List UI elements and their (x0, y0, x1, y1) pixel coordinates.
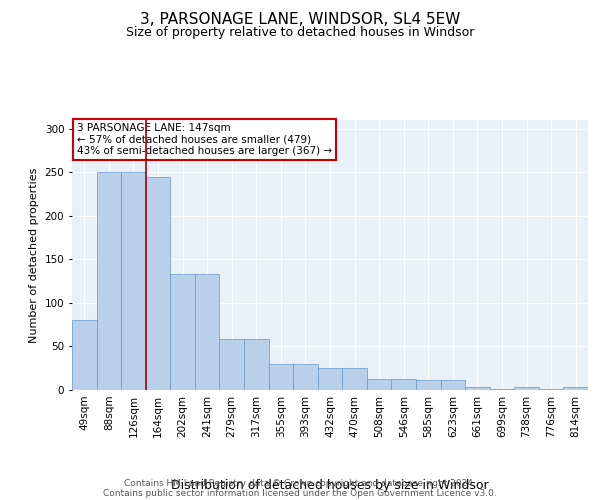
Bar (539, 389, 563, 390)
Bar (465, 388, 490, 390)
Bar (195, 274, 220, 390)
Bar (170, 274, 195, 390)
Bar (244, 338, 269, 390)
Bar (367, 378, 391, 390)
Text: Contains public sector information licensed under the Open Government Licence v3: Contains public sector information licen… (103, 488, 497, 498)
Text: 3 PARSONAGE LANE: 147sqm
← 57% of detached houses are smaller (479)
43% of semi-: 3 PARSONAGE LANE: 147sqm ← 57% of detach… (77, 122, 332, 156)
X-axis label: Distribution of detached houses by size in Windsor: Distribution of detached houses by size … (171, 478, 489, 492)
Bar (342, 368, 367, 390)
Bar (72, 320, 97, 390)
Bar (318, 368, 342, 390)
Bar (146, 176, 170, 390)
Bar (97, 172, 121, 390)
Bar (391, 378, 416, 390)
Bar (490, 389, 514, 390)
Bar (416, 380, 440, 390)
Bar (440, 380, 465, 390)
Bar (220, 338, 244, 390)
Text: Size of property relative to detached houses in Windsor: Size of property relative to detached ho… (126, 26, 474, 39)
Bar (563, 388, 588, 390)
Text: 3, PARSONAGE LANE, WINDSOR, SL4 5EW: 3, PARSONAGE LANE, WINDSOR, SL4 5EW (140, 12, 460, 28)
Bar (269, 364, 293, 390)
Y-axis label: Number of detached properties: Number of detached properties (29, 168, 39, 342)
Bar (121, 172, 146, 390)
Bar (293, 364, 318, 390)
Bar (514, 388, 539, 390)
Text: Contains HM Land Registry data © Crown copyright and database right 2024.: Contains HM Land Registry data © Crown c… (124, 478, 476, 488)
